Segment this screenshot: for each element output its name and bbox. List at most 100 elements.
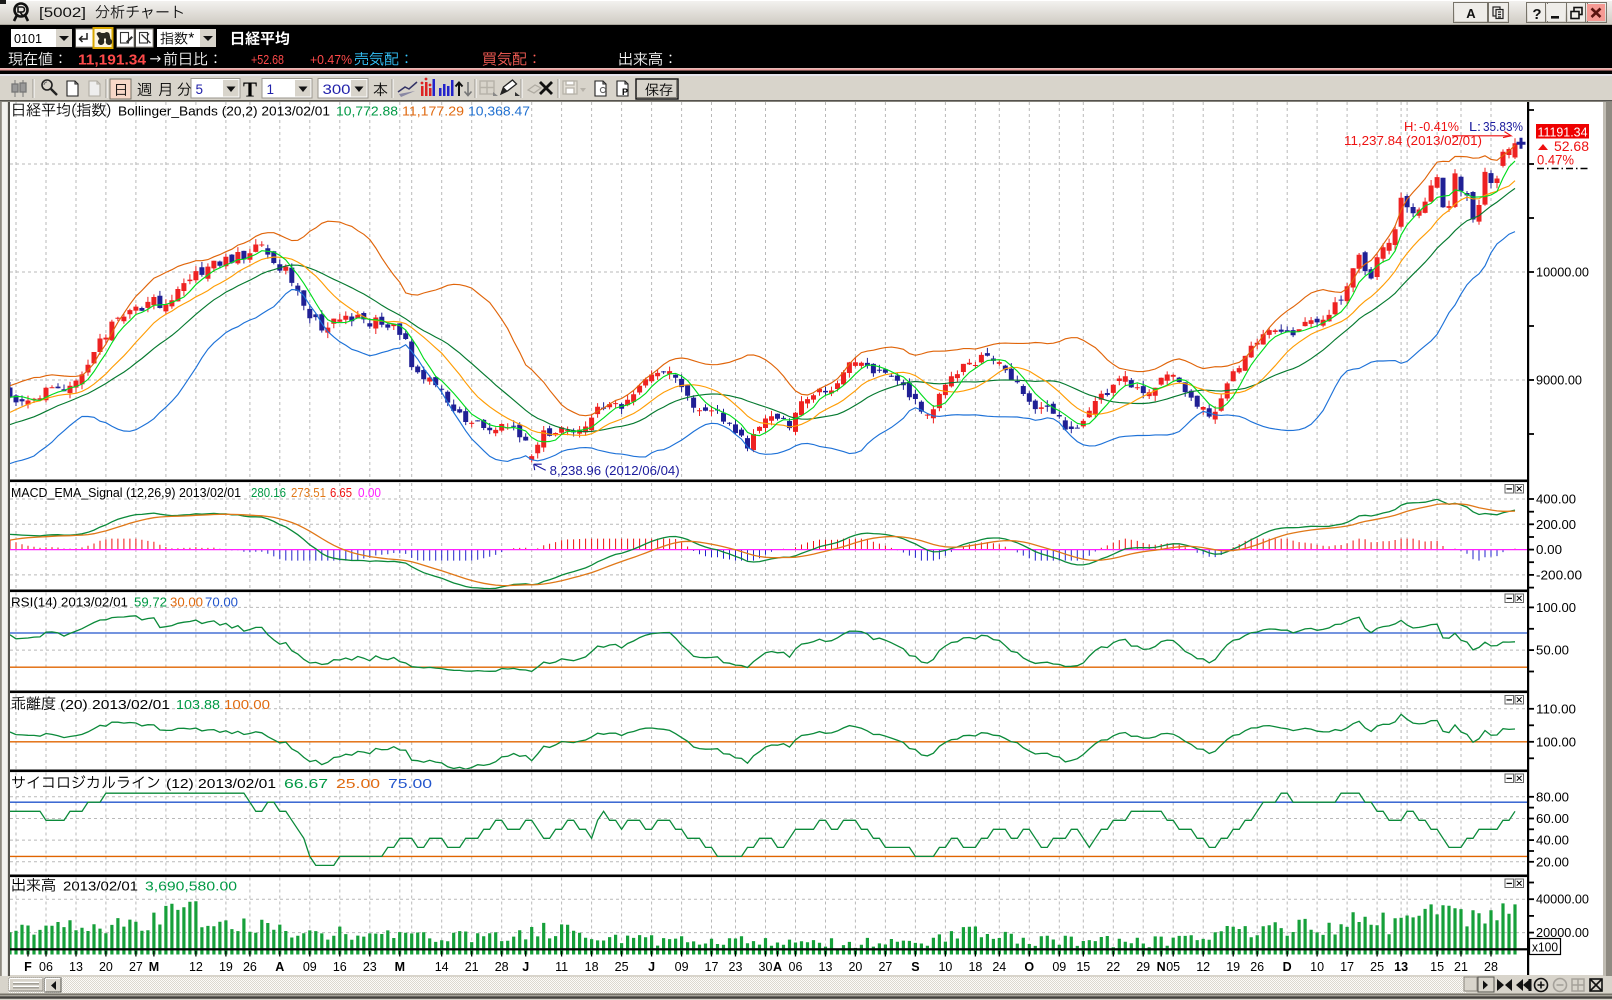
svg-text:59.72: 59.72	[134, 596, 167, 610]
svg-text:17: 17	[705, 960, 719, 974]
svg-text:18: 18	[968, 960, 982, 974]
svg-text:8,238.96 (2012/06/04): 8,238.96 (2012/06/04)	[550, 464, 680, 478]
svg-text:23: 23	[363, 960, 377, 974]
svg-text:H:: H:	[1404, 120, 1417, 134]
svg-text:J: J	[522, 960, 529, 974]
svg-text:09: 09	[675, 960, 689, 974]
svg-text:19: 19	[219, 960, 233, 974]
svg-text:10: 10	[938, 960, 952, 974]
svg-text:?: ?	[1532, 6, 1541, 23]
svg-text:J: J	[648, 960, 655, 974]
svg-text:09: 09	[1052, 960, 1066, 974]
svg-text:-200.00: -200.00	[1536, 567, 1582, 582]
svg-text:70.00: 70.00	[205, 596, 238, 610]
svg-text:22: 22	[1106, 960, 1120, 974]
svg-text:25: 25	[1370, 960, 1384, 974]
svg-text:+0.47%: +0.47%	[310, 52, 352, 67]
svg-text:52.68: 52.68	[1554, 139, 1589, 154]
svg-text:(12) 2013/02/01: (12) 2013/02/01	[166, 777, 276, 791]
svg-text:80.00: 80.00	[1536, 789, 1569, 804]
svg-text:0101: 0101	[14, 31, 42, 46]
svg-text:20: 20	[99, 960, 113, 974]
svg-text:75.00: 75.00	[388, 777, 432, 791]
svg-text:17: 17	[1340, 960, 1354, 974]
svg-text:400.00: 400.00	[1536, 492, 1576, 507]
svg-text:0.00: 0.00	[1536, 542, 1562, 557]
svg-text:05: 05	[1166, 960, 1180, 974]
svg-text:25: 25	[615, 960, 629, 974]
svg-text:23: 23	[729, 960, 743, 974]
svg-text:26: 26	[243, 960, 257, 974]
svg-text:11191.34: 11191.34	[1538, 125, 1588, 140]
svg-text:273.51: 273.51	[291, 486, 326, 500]
svg-text:103.88: 103.88	[176, 698, 220, 712]
svg-text:A: A	[275, 960, 284, 974]
svg-text:280.16: 280.16	[251, 486, 286, 500]
svg-text:13: 13	[1394, 960, 1408, 974]
svg-text:N: N	[1157, 960, 1166, 974]
svg-text:100.00: 100.00	[1536, 734, 1576, 749]
svg-text:06: 06	[789, 960, 803, 974]
svg-text:25.00: 25.00	[336, 777, 380, 791]
svg-text:40.00: 40.00	[1536, 833, 1569, 848]
svg-text:09: 09	[303, 960, 317, 974]
svg-text:10: 10	[1310, 960, 1324, 974]
svg-text:9000.00: 9000.00	[1536, 373, 1582, 388]
svg-text:13: 13	[819, 960, 833, 974]
svg-text:20000.00: 20000.00	[1536, 925, 1589, 940]
svg-text:10,772.88: 10,772.88	[336, 105, 398, 119]
svg-text:66.67: 66.67	[284, 777, 328, 791]
svg-text:Bollinger_Bands (20,2) 2013/02: Bollinger_Bands (20,2) 2013/02/01	[118, 105, 330, 119]
svg-text:26: 26	[1250, 960, 1264, 974]
svg-text:15: 15	[1430, 960, 1444, 974]
svg-text:40000.00: 40000.00	[1536, 892, 1589, 907]
svg-text:11,237.84 (2013/02/01): 11,237.84 (2013/02/01)	[1344, 134, 1482, 148]
svg-text:F: F	[24, 960, 32, 974]
svg-text:29: 29	[1136, 960, 1150, 974]
svg-text:28: 28	[1484, 960, 1498, 974]
svg-text:10000.00: 10000.00	[1536, 265, 1589, 280]
svg-text:A: A	[773, 960, 782, 974]
svg-text:S: S	[911, 960, 919, 974]
svg-text:300: 300	[323, 82, 351, 97]
svg-text:60.00: 60.00	[1536, 811, 1569, 826]
svg-text:28: 28	[495, 960, 509, 974]
svg-text:30.00: 30.00	[170, 596, 203, 610]
svg-text:27: 27	[129, 960, 143, 974]
svg-text:[5002]: [5002]	[39, 5, 86, 20]
svg-text:21: 21	[1454, 960, 1468, 974]
svg-text:27: 27	[878, 960, 892, 974]
svg-text:0.47%: 0.47%	[1537, 153, 1574, 168]
svg-text:50.00: 50.00	[1536, 643, 1569, 658]
svg-text:(20) 2013/02/01: (20) 2013/02/01	[60, 698, 170, 712]
svg-text:24: 24	[992, 960, 1006, 974]
svg-text:13: 13	[69, 960, 83, 974]
svg-text:-0.41%: -0.41%	[1419, 120, 1459, 134]
svg-text:5: 5	[196, 82, 204, 97]
svg-text:35.83%: 35.83%	[1483, 120, 1523, 134]
svg-text:P: P	[622, 87, 628, 97]
svg-text:+52.68: +52.68	[251, 52, 284, 67]
svg-text:2013/02/01: 2013/02/01	[63, 880, 138, 894]
svg-text:11,177.29: 11,177.29	[402, 105, 464, 119]
svg-text:20.00: 20.00	[1536, 854, 1569, 869]
svg-text:19: 19	[1226, 960, 1240, 974]
svg-text:200.00: 200.00	[1536, 517, 1576, 532]
svg-text:6.65: 6.65	[330, 486, 352, 500]
svg-text:MACD_EMA_Signal (12,26,9) 2013: MACD_EMA_Signal (12,26,9) 2013/02/01	[11, 486, 241, 500]
svg-text:11: 11	[555, 960, 568, 974]
svg-text:06: 06	[39, 960, 53, 974]
svg-text:21: 21	[465, 960, 479, 974]
svg-text:M: M	[395, 960, 405, 974]
svg-text:11,191.34: 11,191.34	[78, 53, 146, 69]
svg-text:M: M	[149, 960, 159, 974]
svg-text:10,368.47: 10,368.47	[468, 105, 530, 119]
svg-text:A: A	[1466, 6, 1476, 21]
svg-text:x100: x100	[1532, 941, 1558, 955]
svg-text:16: 16	[333, 960, 347, 974]
svg-text:L:: L:	[1469, 120, 1481, 134]
svg-text:100.00: 100.00	[1536, 600, 1576, 615]
svg-text:1: 1	[267, 82, 275, 97]
svg-text:12: 12	[189, 960, 203, 974]
svg-text:14: 14	[435, 960, 449, 974]
